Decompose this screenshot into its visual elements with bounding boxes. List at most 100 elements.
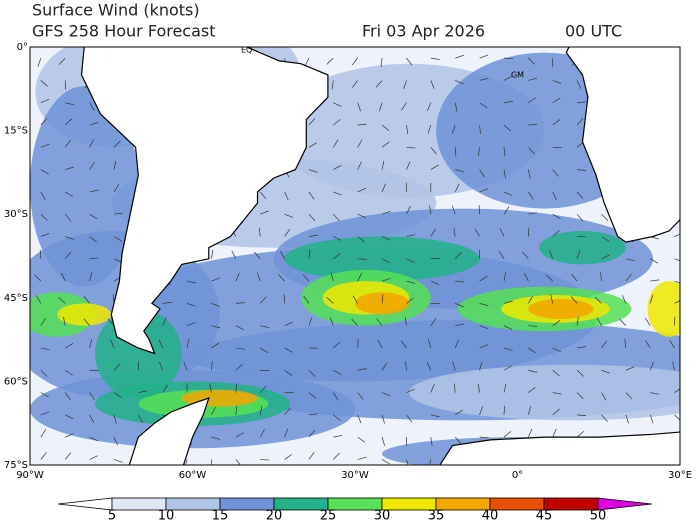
wind-barb (406, 414, 413, 423)
wind-barb (552, 392, 562, 395)
wind-barb (404, 316, 407, 326)
wind-barb (381, 294, 384, 304)
wind-barb (650, 258, 659, 264)
wind-barb (645, 340, 651, 349)
wind-barb (357, 338, 359, 348)
lat-label: 15°S (4, 126, 28, 137)
lat-label: 30°S (4, 209, 28, 220)
wind-barb (381, 362, 388, 371)
wind-barb (37, 58, 42, 67)
place-label: EQ (241, 45, 252, 54)
wind-barb (284, 453, 293, 460)
wind-barb (357, 368, 367, 371)
wind-barb (503, 169, 506, 179)
wind-barb (427, 339, 432, 349)
wind-barb (552, 428, 557, 438)
wind-barb (308, 169, 318, 173)
wind-barb (601, 340, 608, 349)
wind-barb (650, 279, 660, 282)
wind-barb (308, 213, 316, 222)
wind-barb (333, 435, 343, 438)
wind-barb (259, 429, 265, 438)
wind-barb (357, 272, 363, 282)
wind-barb (528, 295, 534, 304)
wind-barb (546, 274, 553, 282)
wind-barb (503, 347, 513, 351)
wind-barb (235, 432, 244, 438)
lon-label: 30°W (341, 470, 369, 481)
colorbar-label: 50 (590, 509, 607, 524)
wind-barb (621, 294, 627, 304)
wind-barb (625, 273, 632, 282)
wind-barb (34, 274, 42, 282)
wind-barb (403, 80, 407, 90)
wind-barb (499, 228, 505, 237)
wind-barb (624, 338, 627, 349)
wind-barb (552, 97, 561, 104)
wind-barb (308, 317, 313, 326)
wind-barb (113, 212, 123, 215)
wind-barb (430, 80, 435, 89)
wind-barb (89, 122, 99, 126)
wind-barb (107, 318, 115, 326)
wind-barb (357, 213, 367, 219)
wind-barb (503, 101, 513, 104)
wind-barb (357, 102, 361, 112)
wind-barb (260, 325, 270, 328)
colorbar-label: 40 (482, 509, 499, 524)
wind-barb (455, 280, 465, 283)
wind-barb (577, 346, 587, 349)
wind-barb (113, 184, 120, 193)
wind-barb (479, 188, 489, 193)
wind-barb (235, 347, 245, 350)
wind-barb (351, 318, 358, 326)
wind-barb (503, 300, 513, 304)
wind-barb (503, 147, 506, 157)
wind-barb (406, 146, 416, 149)
wind-barb (619, 318, 627, 326)
wind-barb (235, 363, 243, 371)
wind-shading (528, 298, 594, 319)
wind-barb (454, 147, 457, 157)
wind-barb (40, 118, 48, 126)
wind-barb (64, 392, 71, 401)
wind-barb (211, 249, 214, 259)
wind-barb (549, 250, 554, 259)
wind-barb (455, 169, 464, 173)
wind-barb (455, 54, 464, 59)
wind-barb (528, 147, 535, 155)
wind-barb (138, 414, 144, 423)
wind-barb (186, 339, 190, 349)
wind-barb (333, 236, 342, 241)
wind-barb (528, 386, 536, 393)
wind-barb (330, 272, 334, 282)
wind-barb (40, 370, 48, 377)
wind-barb (601, 369, 611, 374)
wind-barb (333, 452, 340, 460)
wind-barb (503, 325, 513, 330)
wind-barb (669, 340, 675, 349)
wind-barb (333, 369, 342, 375)
wind-barb (211, 342, 220, 349)
wind-barb (183, 361, 188, 371)
wind-barb (89, 139, 95, 148)
wind-barb (650, 392, 660, 395)
wind-barb (40, 143, 50, 148)
wind-barb (381, 124, 390, 132)
wind-barb (284, 321, 293, 326)
wind-barb (259, 296, 267, 304)
wind-barb (577, 169, 587, 171)
wind-barb (89, 436, 98, 442)
wind-barb (528, 57, 536, 65)
wind-barb (528, 97, 537, 104)
wind-barb (625, 258, 635, 262)
wind-barb (672, 361, 675, 371)
wind-barb (308, 142, 317, 148)
wind-barb (455, 303, 464, 308)
wind-barb (377, 339, 383, 349)
wind-barb (187, 280, 196, 284)
wind-barb (235, 383, 237, 393)
wind-barb (552, 320, 561, 326)
wind-barb (40, 429, 47, 438)
africa (565, 47, 680, 243)
